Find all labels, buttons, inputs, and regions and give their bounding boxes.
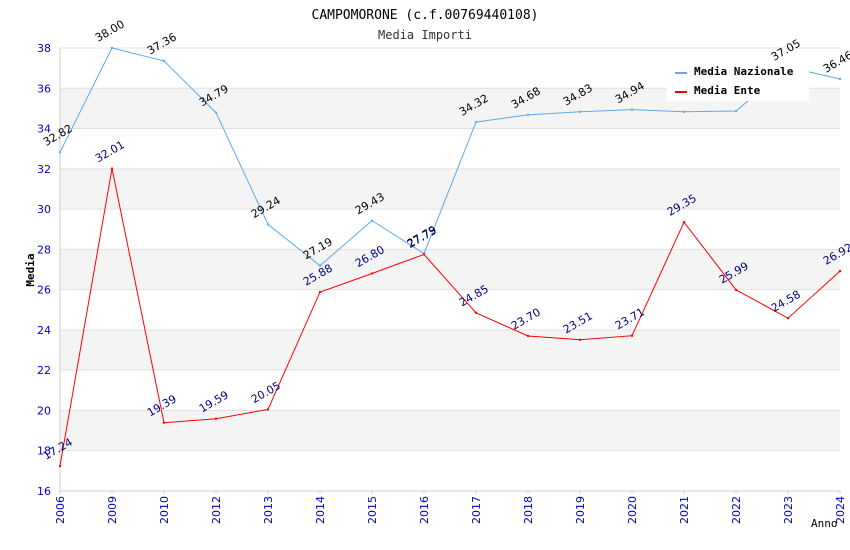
- x-tick-label: 2018: [522, 496, 535, 524]
- grid-lines: [60, 47, 840, 492]
- y-axis-label: Media: [24, 253, 37, 286]
- y-tick-label: 36: [37, 82, 51, 95]
- data-label: 23.70: [509, 306, 543, 333]
- data-point: [838, 269, 842, 273]
- data-point: [630, 108, 634, 111]
- x-tick-label: 2016: [418, 496, 431, 524]
- x-tick-label: 2023: [782, 496, 795, 524]
- data-point: [370, 219, 374, 222]
- data-point: [838, 77, 842, 81]
- y-tick-label: 28: [37, 243, 51, 256]
- y-tick-label: 30: [37, 203, 51, 216]
- data-point: [474, 311, 478, 314]
- y-tick-label: 20: [37, 404, 51, 417]
- x-tick-label: 2024: [834, 496, 847, 524]
- series-lines: [58, 46, 842, 468]
- legend-label-media-ente: Media Ente: [694, 84, 761, 97]
- data-point: [162, 421, 166, 424]
- x-tick-label: 2012: [210, 496, 223, 524]
- data-point: [214, 111, 218, 114]
- data-point: [58, 464, 62, 468]
- data-point: [110, 46, 114, 50]
- y-tick-label: 22: [37, 364, 51, 377]
- data-label: 37.05: [769, 37, 803, 64]
- grid-band: [60, 329, 840, 371]
- x-tick-label: 2009: [106, 496, 119, 524]
- y-tick-label: 16: [37, 485, 51, 498]
- legend-box: [667, 61, 809, 101]
- legend: Media Nazionale Media Ente: [667, 61, 809, 101]
- data-point: [318, 264, 322, 267]
- data-point: [526, 113, 530, 117]
- x-tick-label: 2013: [262, 496, 275, 524]
- chart-subtitle: Media Importi: [378, 28, 472, 42]
- data-point: [266, 408, 270, 411]
- y-tick-label: 26: [37, 284, 51, 297]
- data-label: 36.46: [821, 49, 850, 76]
- data-point: [370, 272, 374, 275]
- data-label: 23.71: [613, 305, 647, 332]
- x-axis-label: Anno: [811, 517, 838, 530]
- data-label: 17.24: [41, 436, 75, 463]
- legend-label-media-nazionale: Media Nazionale: [694, 65, 794, 78]
- data-point: [110, 167, 114, 170]
- data-point: [58, 151, 62, 154]
- series-line-media-ente: [59, 168, 841, 467]
- grid-band: [60, 410, 840, 451]
- data-label: 37.36: [145, 30, 179, 57]
- y-tick-label: 32: [37, 163, 51, 176]
- data-point: [474, 120, 478, 124]
- x-tick-labels: 2006 2009 2010 2012 2013 2014 2015 2016 2017 2018…: [54, 491, 847, 524]
- data-point: [734, 288, 738, 292]
- data-point: [578, 338, 582, 341]
- data-point: [682, 220, 686, 224]
- x-tick-label: 2022: [730, 496, 743, 524]
- data-label: 20.05: [249, 379, 283, 406]
- x-tick-label: 2006: [54, 496, 67, 524]
- data-point: [422, 253, 426, 256]
- data-point: [734, 109, 738, 113]
- grid-bands: [60, 88, 840, 451]
- y-tick-label: 38: [37, 42, 51, 55]
- x-tick-label: 2021: [678, 496, 691, 524]
- x-tick-label: 2010: [158, 496, 171, 524]
- data-point: [682, 110, 686, 114]
- series-line-media-nazionale: [59, 47, 841, 267]
- data-point: [630, 334, 634, 337]
- y-tick-label: 18: [37, 445, 51, 458]
- data-point: [786, 317, 790, 320]
- x-tick-label: 2019: [574, 496, 587, 524]
- data-point: [162, 59, 166, 63]
- chart-title: CAMPOMORONE (c.f.00769440108): [312, 8, 539, 23]
- data-label: 24.58: [769, 288, 803, 315]
- data-label: 32.01: [93, 138, 127, 165]
- y-tick-label: 24: [37, 324, 51, 337]
- x-tick-label: 2020: [626, 496, 639, 524]
- data-point: [526, 334, 530, 338]
- data-point: [266, 223, 270, 226]
- data-point: [318, 290, 322, 294]
- y-tick-labels: 16 18 20 22 24 26 28 30 32 34 36 38: [37, 42, 51, 498]
- x-tick-label: 2014: [314, 496, 327, 524]
- x-tick-label: 2015: [366, 496, 379, 524]
- data-label: 38.00: [93, 18, 127, 45]
- y-tick-label: 34: [37, 123, 51, 136]
- data-point: [578, 110, 582, 114]
- x-tick-label: 2017: [470, 496, 483, 524]
- data-point: [214, 417, 218, 420]
